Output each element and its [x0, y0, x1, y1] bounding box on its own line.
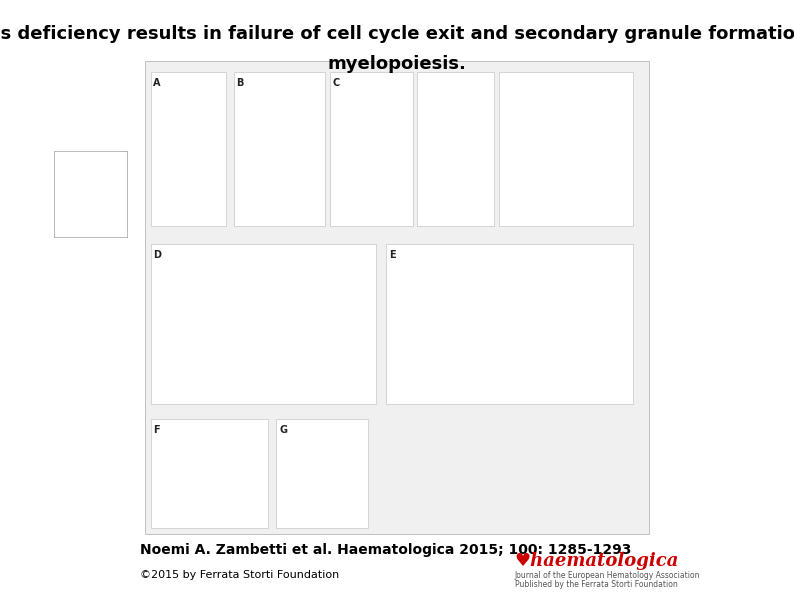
- FancyBboxPatch shape: [499, 73, 633, 227]
- FancyBboxPatch shape: [151, 419, 268, 528]
- Text: E: E: [389, 250, 395, 260]
- FancyBboxPatch shape: [151, 73, 225, 227]
- Text: C: C: [333, 79, 340, 89]
- FancyBboxPatch shape: [387, 244, 633, 404]
- Text: G: G: [279, 425, 287, 435]
- FancyBboxPatch shape: [151, 244, 376, 404]
- FancyBboxPatch shape: [145, 61, 649, 534]
- Text: ♥haematologica: ♥haematologica: [515, 552, 679, 570]
- Text: ©2015 by Ferrata Storti Foundation: ©2015 by Ferrata Storti Foundation: [140, 570, 339, 580]
- Text: A: A: [153, 79, 160, 89]
- Text: F: F: [153, 425, 160, 435]
- FancyBboxPatch shape: [233, 73, 325, 227]
- FancyBboxPatch shape: [276, 419, 368, 528]
- Text: myelopoiesis.: myelopoiesis.: [328, 55, 466, 73]
- Text: D: D: [153, 250, 161, 260]
- Text: Published by the Ferrata Storti Foundation: Published by the Ferrata Storti Foundati…: [515, 580, 677, 589]
- Text: B: B: [237, 79, 244, 89]
- Text: Sbds deficiency results in failure of cell cycle exit and secondary granule form: Sbds deficiency results in failure of ce…: [0, 25, 794, 43]
- Text: Journal of the European Hematology Association: Journal of the European Hematology Assoc…: [515, 571, 700, 580]
- FancyBboxPatch shape: [417, 73, 495, 227]
- Text: Noemi A. Zambetti et al. Haematologica 2015; 100: 1285-1293: Noemi A. Zambetti et al. Haematologica 2…: [140, 543, 631, 558]
- FancyBboxPatch shape: [330, 73, 413, 227]
